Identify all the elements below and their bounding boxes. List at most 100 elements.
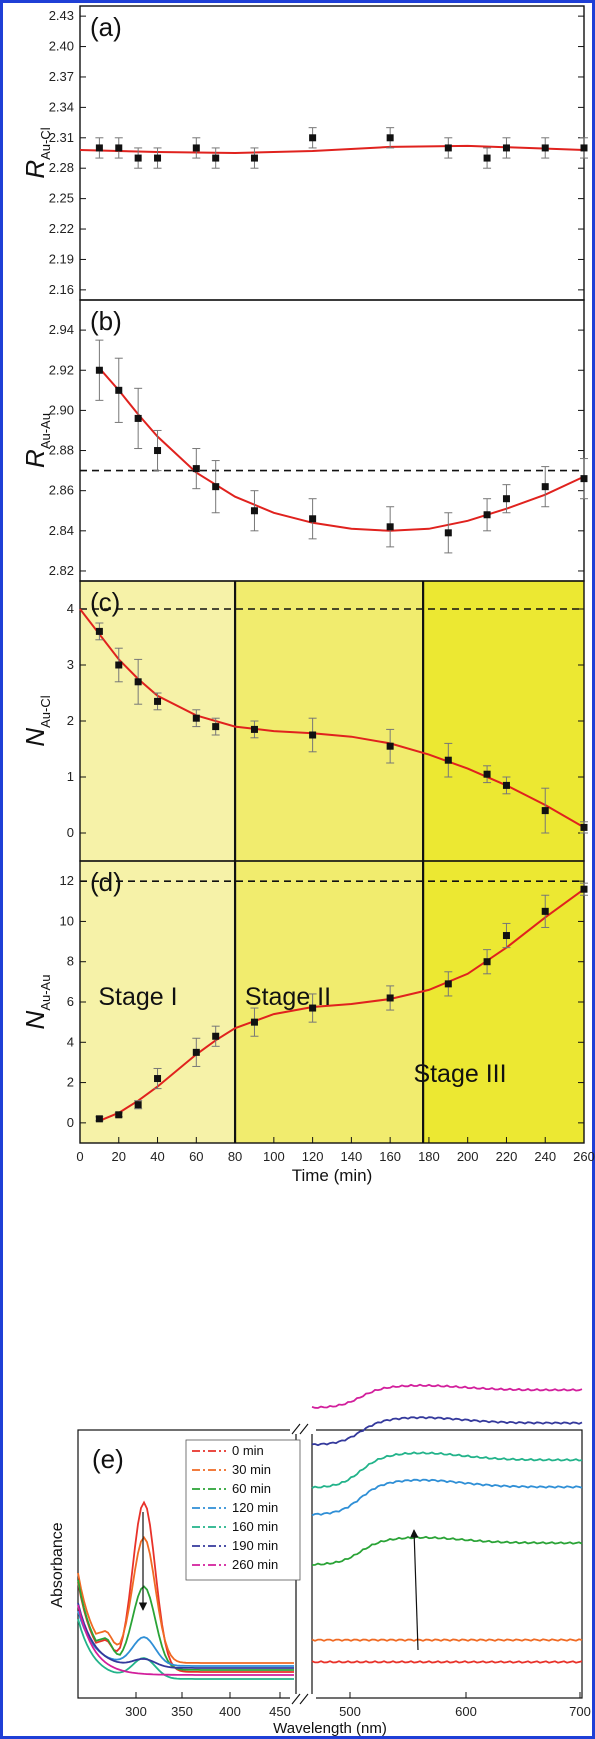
fit-curve <box>99 888 585 1122</box>
panel-e-right-frame <box>311 1429 583 1699</box>
spectrum-right-5 <box>311 1416 583 1447</box>
y-tick-label: 2.90 <box>49 402 74 417</box>
spectrum-left-6 <box>77 1604 294 1676</box>
spectrum-right-0 <box>311 1660 583 1664</box>
stage-label-3: Stage III <box>413 1060 506 1088</box>
data-point <box>580 144 588 152</box>
data-point <box>386 994 394 1002</box>
y-axis-label-b: RAu-Au <box>20 413 53 468</box>
data-point <box>115 386 123 394</box>
stage-background-1 <box>80 581 236 1143</box>
x-tick-label: 450 <box>269 1704 291 1719</box>
data-point <box>250 725 258 733</box>
spectrum-left-2 <box>77 1579 294 1671</box>
data-point <box>444 529 452 537</box>
y-tick-label: 6 <box>67 994 74 1009</box>
data-point <box>212 1032 220 1040</box>
stage-label-2: Stage II <box>245 983 331 1011</box>
increasing-arrow <box>410 1529 419 1651</box>
spectrum-left-3 <box>77 1610 294 1667</box>
y-tick-label: 2.84 <box>49 523 74 538</box>
x-tick-label: 600 <box>455 1704 477 1719</box>
data-point <box>541 807 549 815</box>
panel-b: 2.82 2.84 2.86 2.88 2.90 2.92 2.94 (b) RAu-Au <box>20 299 588 582</box>
data-point <box>386 742 394 750</box>
x-tick-label: 20 <box>112 1149 126 1164</box>
y-tick-label: 2.31 <box>49 130 74 145</box>
x-tick-label: 350 <box>171 1704 193 1719</box>
legend-box <box>185 1439 301 1581</box>
x-tick-label: 120 <box>302 1149 324 1164</box>
data-point <box>386 523 394 531</box>
panel-label-b: (b) <box>90 306 122 336</box>
y-tick-label: 2 <box>67 1075 74 1090</box>
data-point <box>212 154 220 162</box>
y-axis-label-c: NAu-Cl <box>20 695 53 746</box>
absorbance-axis-label: Absorbance <box>49 1522 66 1607</box>
data-point <box>502 495 510 503</box>
data-point <box>309 731 317 739</box>
y-tick-label: 2.86 <box>49 483 74 498</box>
y-tick-label: 8 <box>67 954 74 969</box>
data-point <box>444 144 452 152</box>
legend-entry: 160 min <box>232 1519 278 1534</box>
data-point <box>192 465 200 473</box>
y-tick-label: 1 <box>67 769 74 784</box>
y-tick-label: 0 <box>67 1115 74 1130</box>
time-axis-label: Time (min) <box>292 1166 373 1185</box>
y-tick-label: 4 <box>67 1034 74 1049</box>
x-tick-label: 60 <box>189 1149 203 1164</box>
y-tick-label: 2.16 <box>49 282 74 297</box>
legend-entry: 30 min <box>232 1462 271 1477</box>
stage-background-2 <box>235 581 424 1143</box>
y-tick-label: 4 <box>67 601 74 616</box>
data-point <box>134 1101 142 1109</box>
data-point <box>192 714 200 722</box>
data-point <box>580 885 588 893</box>
spectrum-right-3 <box>311 1478 583 1517</box>
x-tick-label: 100 <box>263 1149 285 1164</box>
spectrum-left-1 <box>77 1535 294 1664</box>
data-point <box>134 414 142 422</box>
legend-entry: 260 min <box>232 1557 278 1572</box>
data-point <box>115 1111 123 1119</box>
stage-background-3 <box>423 581 584 1143</box>
panel-a: 2.16 2.19 2.22 2.25 2.28 2.31 2.34 2.37 2.40 2.43… <box>20 5 588 301</box>
x-tick-label: 220 <box>496 1149 518 1164</box>
x-tick-label: 0 <box>76 1149 83 1164</box>
y-tick-label: 2.40 <box>49 39 74 54</box>
panel-label-c: (c) <box>90 587 120 617</box>
data-point <box>134 154 142 162</box>
y-tick-label: 2.37 <box>49 69 74 84</box>
x-tick-label: 240 <box>534 1149 556 1164</box>
data-point <box>95 627 103 635</box>
x-tick-label: 160 <box>379 1149 401 1164</box>
data-point <box>541 483 549 491</box>
legend-entry: 190 min <box>232 1538 278 1553</box>
y-tick-label: 2.34 <box>49 99 74 114</box>
legend-entry: 120 min <box>232 1500 278 1515</box>
y-tick-label: 2.88 <box>49 443 74 458</box>
legend-entry: 60 min <box>232 1481 271 1496</box>
y-tick-label: 0 <box>67 825 74 840</box>
fit-curve <box>79 144 585 155</box>
panel-label-d: (d) <box>90 867 122 897</box>
data-point <box>483 958 491 966</box>
x-tick-label: 180 <box>418 1149 440 1164</box>
y-tick-label: 2.43 <box>49 8 74 23</box>
data-point <box>115 144 123 152</box>
y-tick-label: 10 <box>60 913 74 928</box>
axis-break-mark-bottom <box>291 1693 309 1705</box>
y-tick-label: 2.28 <box>49 160 74 175</box>
data-point <box>154 154 162 162</box>
data-point <box>115 661 123 669</box>
y-axis-label-a: RAu-Cl <box>20 127 53 178</box>
y-tick-label: 12 <box>60 873 74 888</box>
x-tick-label: 40 <box>150 1149 164 1164</box>
data-point <box>154 447 162 455</box>
data-point <box>154 1075 162 1083</box>
spectrum-right-4 <box>311 1451 583 1489</box>
y-tick-label: 2.92 <box>49 362 74 377</box>
x-tick-label: 140 <box>341 1149 363 1164</box>
data-point <box>250 154 258 162</box>
